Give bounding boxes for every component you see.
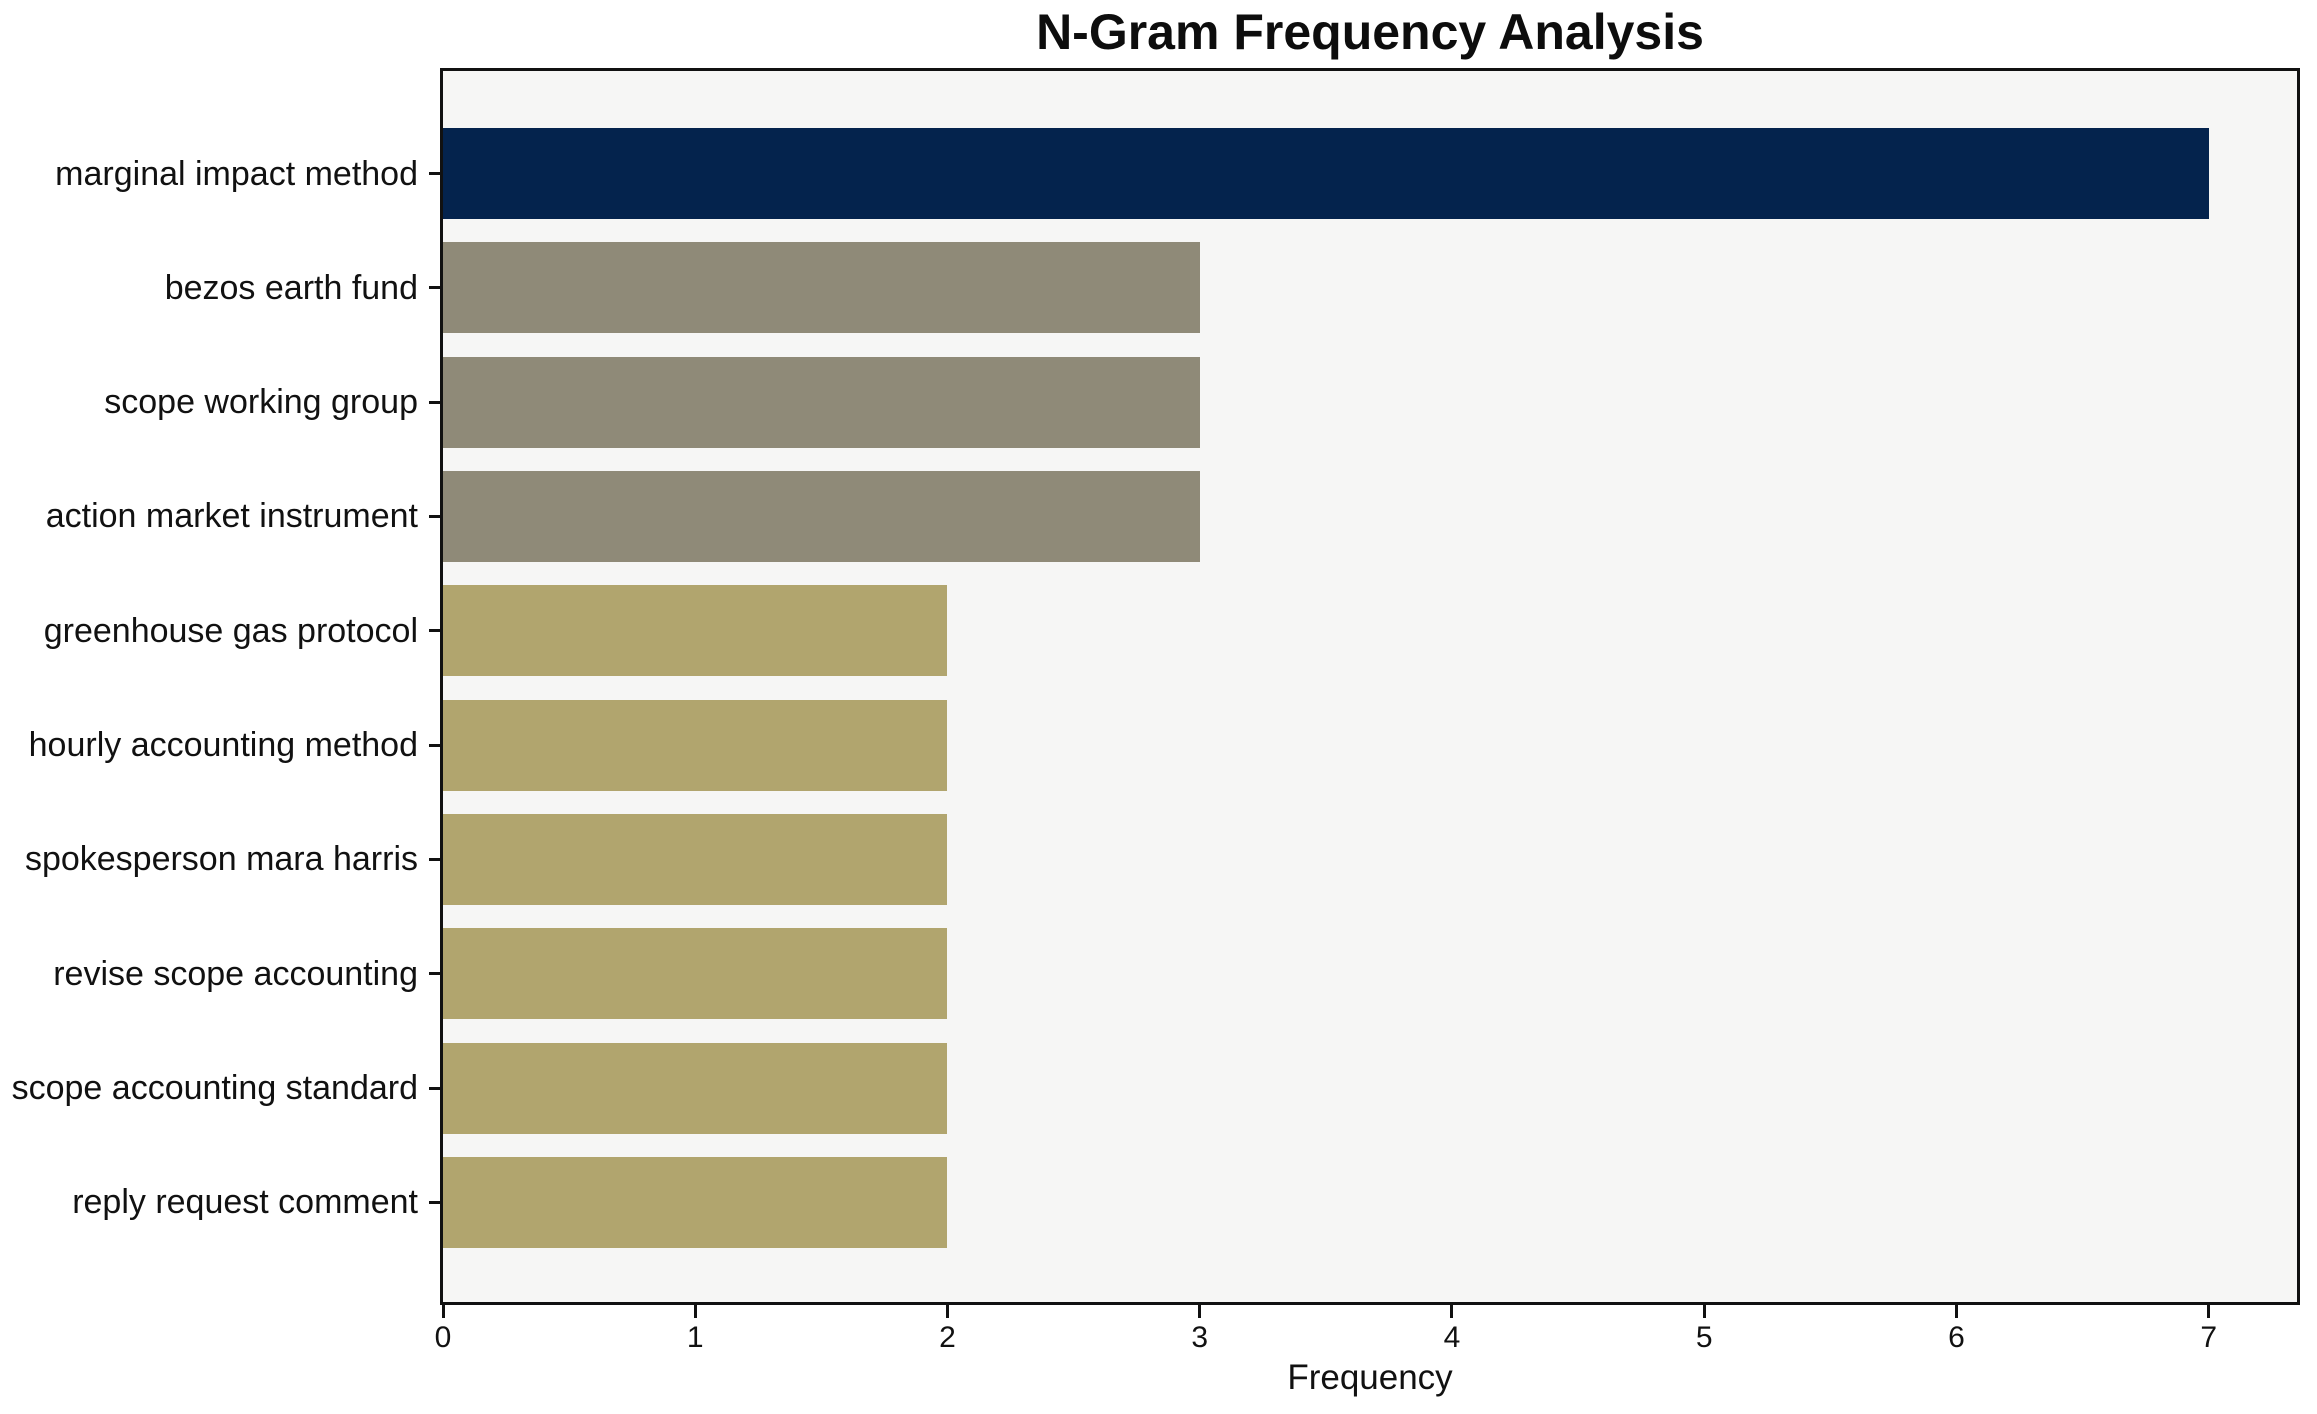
y-tick-label-marginal-impact-method: marginal impact method bbox=[55, 154, 418, 193]
bar-reply-request-comment bbox=[443, 1156, 948, 1248]
y-tick-label-spokesperson-mara-harris: spokesperson mara harris bbox=[24, 840, 418, 879]
y-tick-mark bbox=[429, 1200, 440, 1204]
y-tick-label-action-market-instrument: action market instrument bbox=[45, 497, 418, 536]
x-tick-mark bbox=[2207, 1305, 2211, 1318]
bar-marginal-impact-method bbox=[443, 128, 2209, 219]
x-axis-title: Frequency bbox=[1287, 1358, 1453, 1397]
bar-spokesperson-mara-harris bbox=[443, 813, 948, 905]
x-tick-mark bbox=[1450, 1305, 1454, 1318]
x-tick-mark bbox=[1954, 1305, 1958, 1318]
y-tick-mark bbox=[429, 514, 440, 518]
x-tick-label-7: 7 bbox=[2200, 1321, 2218, 1354]
y-tick-mark bbox=[429, 400, 440, 404]
x-tick-label-6: 6 bbox=[1948, 1321, 1965, 1354]
x-tick-label-1: 1 bbox=[686, 1321, 704, 1354]
plot-area bbox=[440, 68, 2300, 1305]
x-tick-label-0: 0 bbox=[434, 1321, 452, 1354]
bar-revise-scope-accounting bbox=[443, 928, 948, 1020]
y-tick-mark bbox=[429, 629, 440, 633]
y-tick-label-revise-scope-accounting: revise scope accounting bbox=[53, 954, 418, 993]
y-tick-label-hourly-accounting-method: hourly accounting method bbox=[28, 726, 418, 765]
y-tick-mark bbox=[429, 286, 440, 290]
y-tick-label-reply-request-comment: reply request comment bbox=[72, 1183, 418, 1222]
y-tick-mark bbox=[429, 972, 440, 976]
bar-bezos-earth-fund bbox=[443, 242, 1200, 334]
x-tick-mark bbox=[693, 1305, 697, 1318]
bar-hourly-accounting-method bbox=[443, 699, 948, 791]
x-tick-label-3: 3 bbox=[1191, 1321, 1209, 1354]
y-tick-mark bbox=[429, 1086, 440, 1090]
bars-layer bbox=[443, 71, 2297, 1302]
chart-title: N-Gram Frequency Analysis bbox=[1036, 4, 1704, 60]
x-tick-mark bbox=[1198, 1305, 1202, 1318]
x-tick-mark bbox=[945, 1305, 949, 1318]
y-tick-label-greenhouse-gas-protocol: greenhouse gas protocol bbox=[43, 611, 418, 650]
bar-scope-working-group bbox=[443, 356, 1200, 448]
x-tick-label-5: 5 bbox=[1695, 1321, 1713, 1354]
bar-action-market-instrument bbox=[443, 470, 1200, 562]
x-tick-label-4: 4 bbox=[1443, 1321, 1461, 1354]
y-tick-mark bbox=[429, 857, 440, 861]
x-tick-label-2: 2 bbox=[939, 1321, 956, 1354]
bar-greenhouse-gas-protocol bbox=[443, 585, 948, 677]
x-tick-mark bbox=[1702, 1305, 1706, 1318]
x-tick-mark bbox=[441, 1305, 445, 1318]
y-tick-mark bbox=[429, 172, 440, 175]
y-tick-label-scope-working-group: scope working group bbox=[104, 383, 418, 422]
y-tick-label-bezos-earth-fund: bezos earth fund bbox=[164, 268, 418, 307]
y-tick-mark bbox=[429, 743, 440, 747]
bar-scope-accounting-standard bbox=[443, 1042, 948, 1134]
y-tick-label-scope-accounting-standard: scope accounting standard bbox=[11, 1069, 418, 1108]
